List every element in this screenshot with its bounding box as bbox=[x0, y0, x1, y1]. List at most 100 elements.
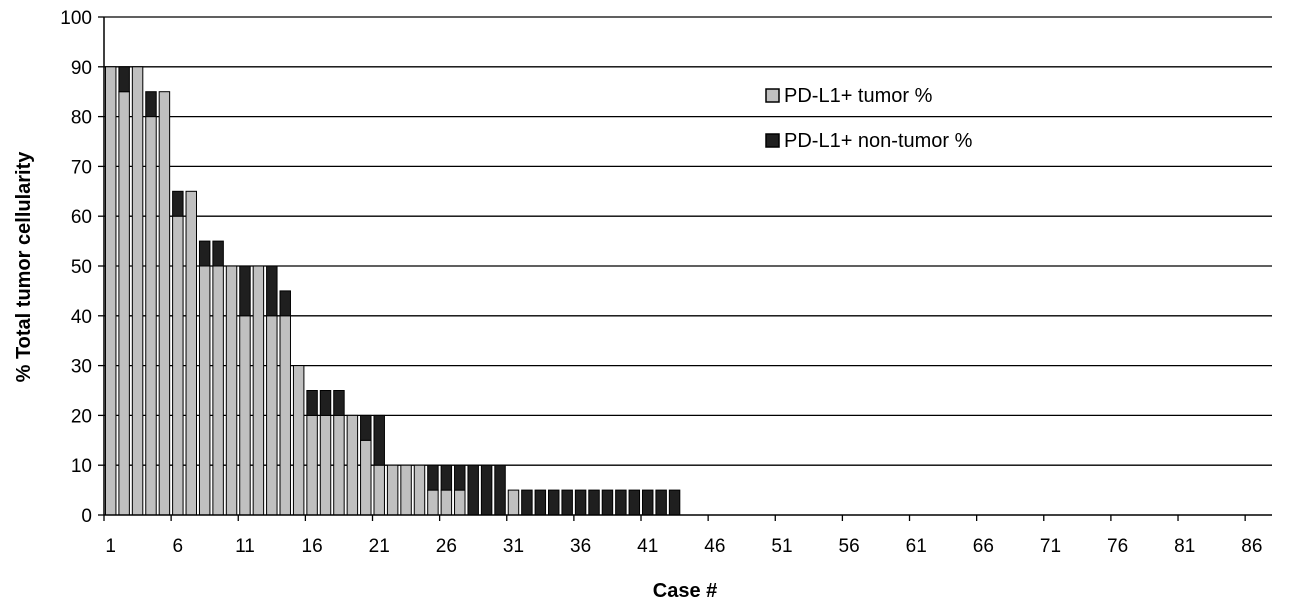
bar-case-16-series-0 bbox=[306, 414, 318, 516]
bar-case-9-series-0 bbox=[212, 265, 224, 516]
y-tick-label-0: 0 bbox=[81, 506, 92, 527]
bar-case-40-series-1 bbox=[628, 489, 641, 516]
bar-case-6-series-1 bbox=[172, 190, 184, 217]
x-tick-label-6: 31 bbox=[503, 536, 524, 557]
bar-case-30-series-1 bbox=[494, 464, 506, 516]
y-tick-label-5: 50 bbox=[71, 257, 92, 278]
y-tick-label-2: 20 bbox=[71, 406, 92, 427]
bar-case-19-series-0 bbox=[346, 414, 359, 516]
bar-case-31-series-0 bbox=[507, 489, 520, 516]
bar-case-20-series-1 bbox=[360, 414, 372, 441]
x-tick-label-12: 61 bbox=[906, 536, 927, 557]
x-tick-label-16: 81 bbox=[1174, 536, 1195, 557]
bar-case-21-series-0 bbox=[373, 464, 385, 516]
bar-case-17-series-0 bbox=[319, 414, 332, 516]
bar-case-18-series-1 bbox=[333, 390, 345, 416]
bar-case-22-series-0 bbox=[386, 464, 399, 516]
bar-case-1-series-0 bbox=[104, 66, 117, 516]
bar-case-2-series-0 bbox=[118, 91, 130, 516]
x-tick-label-9: 46 bbox=[704, 536, 725, 557]
bar-case-34-series-1 bbox=[548, 489, 560, 516]
x-tick-label-13: 66 bbox=[973, 536, 994, 557]
bar-case-5-series-0 bbox=[158, 91, 171, 516]
bar-case-11-series-0 bbox=[239, 315, 251, 516]
bar-case-24-series-0 bbox=[413, 464, 426, 516]
x-tick-label-0: 1 bbox=[105, 536, 116, 557]
bar-case-11-series-1 bbox=[239, 265, 251, 317]
x-tick-label-15: 76 bbox=[1107, 536, 1128, 557]
y-axis-title: % Total tumor cellularity bbox=[13, 151, 35, 383]
y-tick-label-3: 30 bbox=[71, 357, 92, 378]
bar-case-20-series-0 bbox=[360, 439, 372, 516]
bar-case-17-series-1 bbox=[319, 390, 332, 416]
x-tick-label-5: 26 bbox=[436, 536, 457, 557]
bar-case-27-series-0 bbox=[454, 489, 466, 516]
legend-label-non-tumor: PD-L1+ non-tumor % bbox=[784, 130, 973, 152]
bar-case-12-series-0 bbox=[252, 265, 265, 516]
bar-case-21-series-1 bbox=[373, 414, 385, 466]
axes bbox=[98, 16, 1272, 521]
y-tick-label-4: 40 bbox=[71, 307, 92, 328]
bar-case-38-series-1 bbox=[601, 489, 614, 516]
legend: PD-L1+ tumor % PD-L1+ non-tumor % bbox=[765, 85, 973, 152]
y-tick-labels: 0 10 20 30 40 50 60 70 80 90 100 bbox=[60, 8, 92, 527]
bar-case-25-series-1 bbox=[427, 464, 439, 491]
bar-case-4-series-0 bbox=[145, 116, 157, 516]
bar-case-10-series-0 bbox=[225, 265, 238, 516]
bar-case-15-series-0 bbox=[292, 365, 305, 516]
bar-case-27-series-1 bbox=[454, 464, 466, 491]
bar-case-18-series-0 bbox=[333, 414, 345, 516]
bar-case-33-series-1 bbox=[534, 489, 547, 516]
gridlines bbox=[104, 16, 1272, 466]
bar-case-36-series-1 bbox=[574, 489, 587, 516]
bar-case-41-series-1 bbox=[641, 489, 654, 516]
x-tick-label-3: 16 bbox=[302, 536, 323, 557]
bar-case-2-series-1 bbox=[118, 66, 130, 93]
bar-case-28-series-1 bbox=[467, 464, 479, 516]
x-tick-label-2: 11 bbox=[235, 536, 255, 557]
bar-case-37-series-1 bbox=[588, 489, 600, 516]
x-tick-label-17: 86 bbox=[1241, 536, 1262, 557]
bar-case-9-series-1 bbox=[212, 240, 224, 267]
x-tick-label-10: 51 bbox=[771, 536, 792, 557]
y-tick-label-10: 100 bbox=[60, 8, 92, 29]
x-tick-label-4: 21 bbox=[369, 536, 390, 557]
bar-case-39-series-1 bbox=[615, 489, 627, 516]
bar-case-32-series-1 bbox=[521, 489, 533, 516]
bar-case-26-series-0 bbox=[440, 489, 453, 516]
bar-case-26-series-1 bbox=[440, 464, 453, 491]
bar-case-29-series-1 bbox=[480, 464, 493, 516]
bar-case-42-series-1 bbox=[655, 489, 667, 516]
bar-case-8-series-0 bbox=[198, 265, 211, 516]
legend-swatch-non-tumor bbox=[765, 133, 780, 148]
legend-swatch-tumor bbox=[765, 88, 780, 103]
bar-case-25-series-0 bbox=[427, 489, 439, 516]
x-tick-labels: 1 6 11 16 21 26 31 36 41 46 51 56 61 66 71 76 81 86 bbox=[105, 536, 1262, 557]
bar-case-8-series-1 bbox=[198, 240, 211, 267]
x-tick-label-7: 36 bbox=[570, 536, 591, 557]
bar-case-14-series-1 bbox=[279, 290, 291, 317]
legend-label-tumor: PD-L1+ tumor % bbox=[784, 85, 933, 107]
x-tick-label-8: 41 bbox=[637, 536, 658, 557]
bar-case-13-series-0 bbox=[266, 315, 278, 516]
x-tick-label-1: 6 bbox=[173, 536, 184, 557]
bar-case-16-series-1 bbox=[306, 390, 318, 416]
y-tick-label-1: 10 bbox=[71, 456, 92, 477]
bar-case-6-series-0 bbox=[172, 215, 184, 516]
y-tick-label-9: 90 bbox=[71, 58, 92, 79]
bar-case-35-series-1 bbox=[561, 489, 573, 516]
bar-case-13-series-1 bbox=[266, 265, 278, 317]
bar-case-23-series-0 bbox=[400, 464, 412, 516]
x-tick-label-11: 56 bbox=[839, 536, 860, 557]
bar-marks bbox=[104, 66, 681, 516]
y-tick-label-7: 70 bbox=[71, 157, 92, 178]
y-tick-label-8: 80 bbox=[71, 108, 92, 129]
x-axis-title: Case # bbox=[653, 580, 718, 602]
bar-case-4-series-1 bbox=[145, 91, 157, 118]
bar-case-7-series-0 bbox=[185, 190, 198, 516]
x-tick-label-14: 71 bbox=[1040, 536, 1061, 557]
bar-case-43-series-1 bbox=[668, 489, 681, 516]
bar-case-14-series-0 bbox=[279, 315, 291, 516]
y-tick-label-6: 60 bbox=[71, 207, 92, 228]
